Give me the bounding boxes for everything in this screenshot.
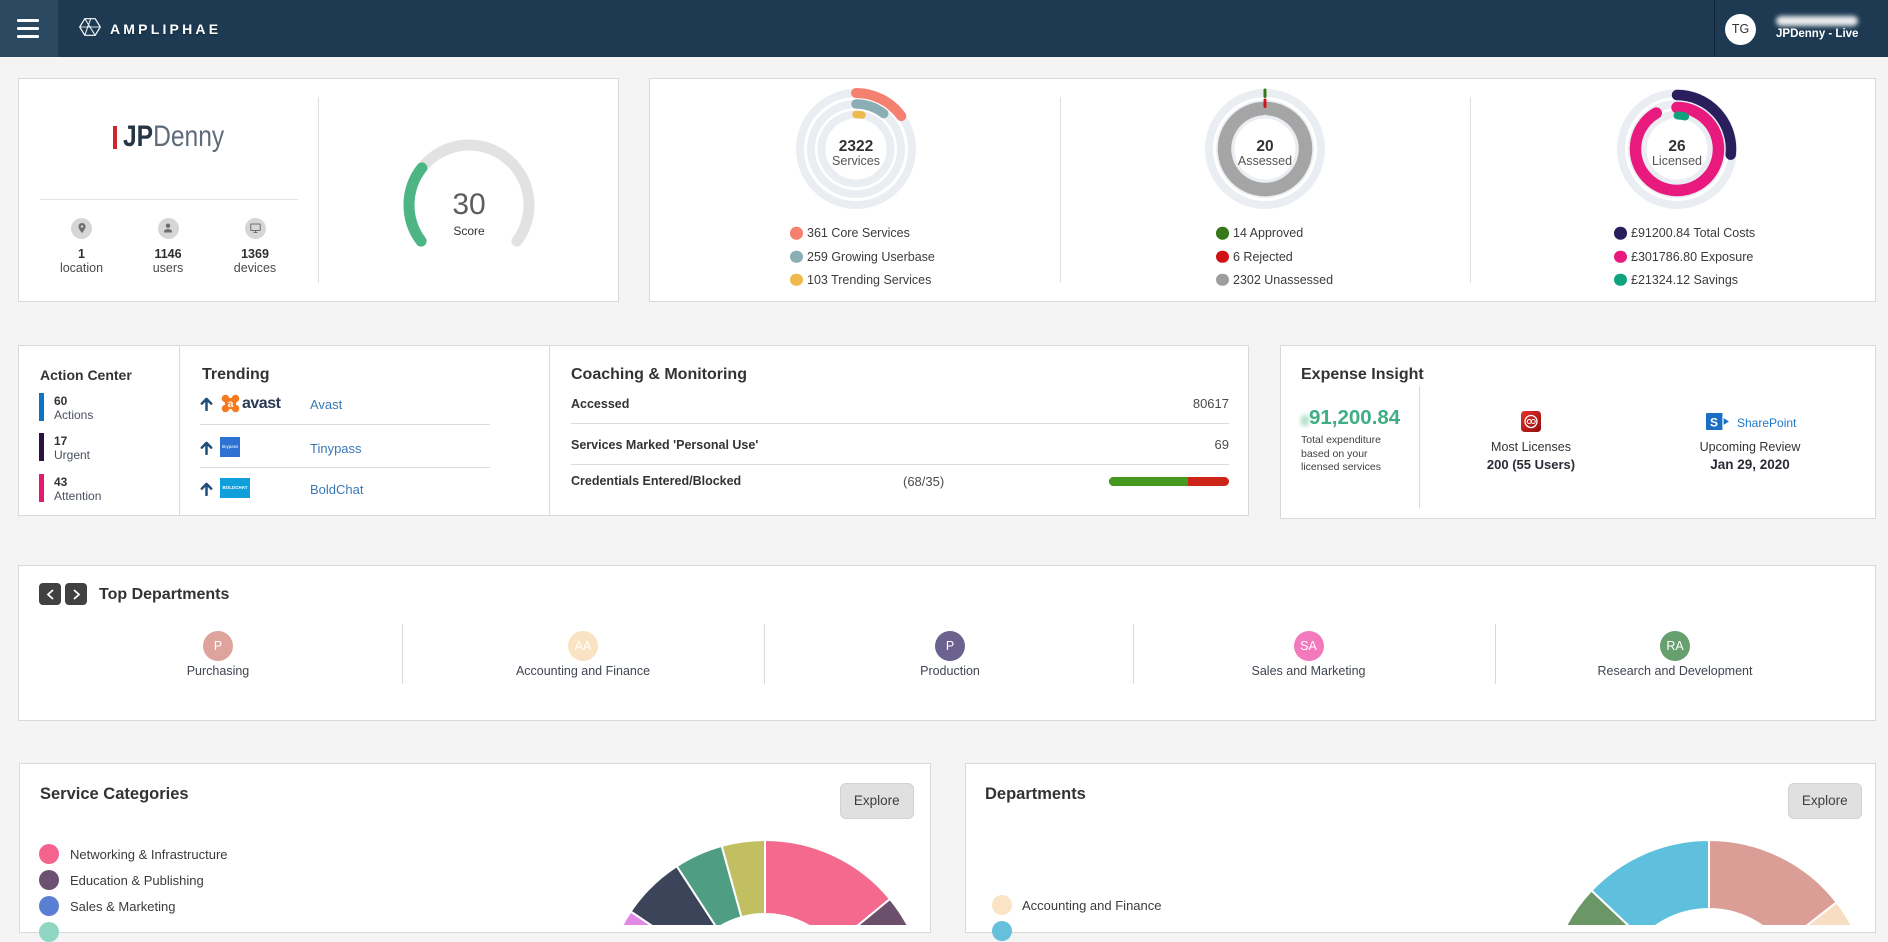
svg-text:S: S bbox=[1710, 416, 1718, 430]
svg-text:a: a bbox=[228, 398, 234, 410]
